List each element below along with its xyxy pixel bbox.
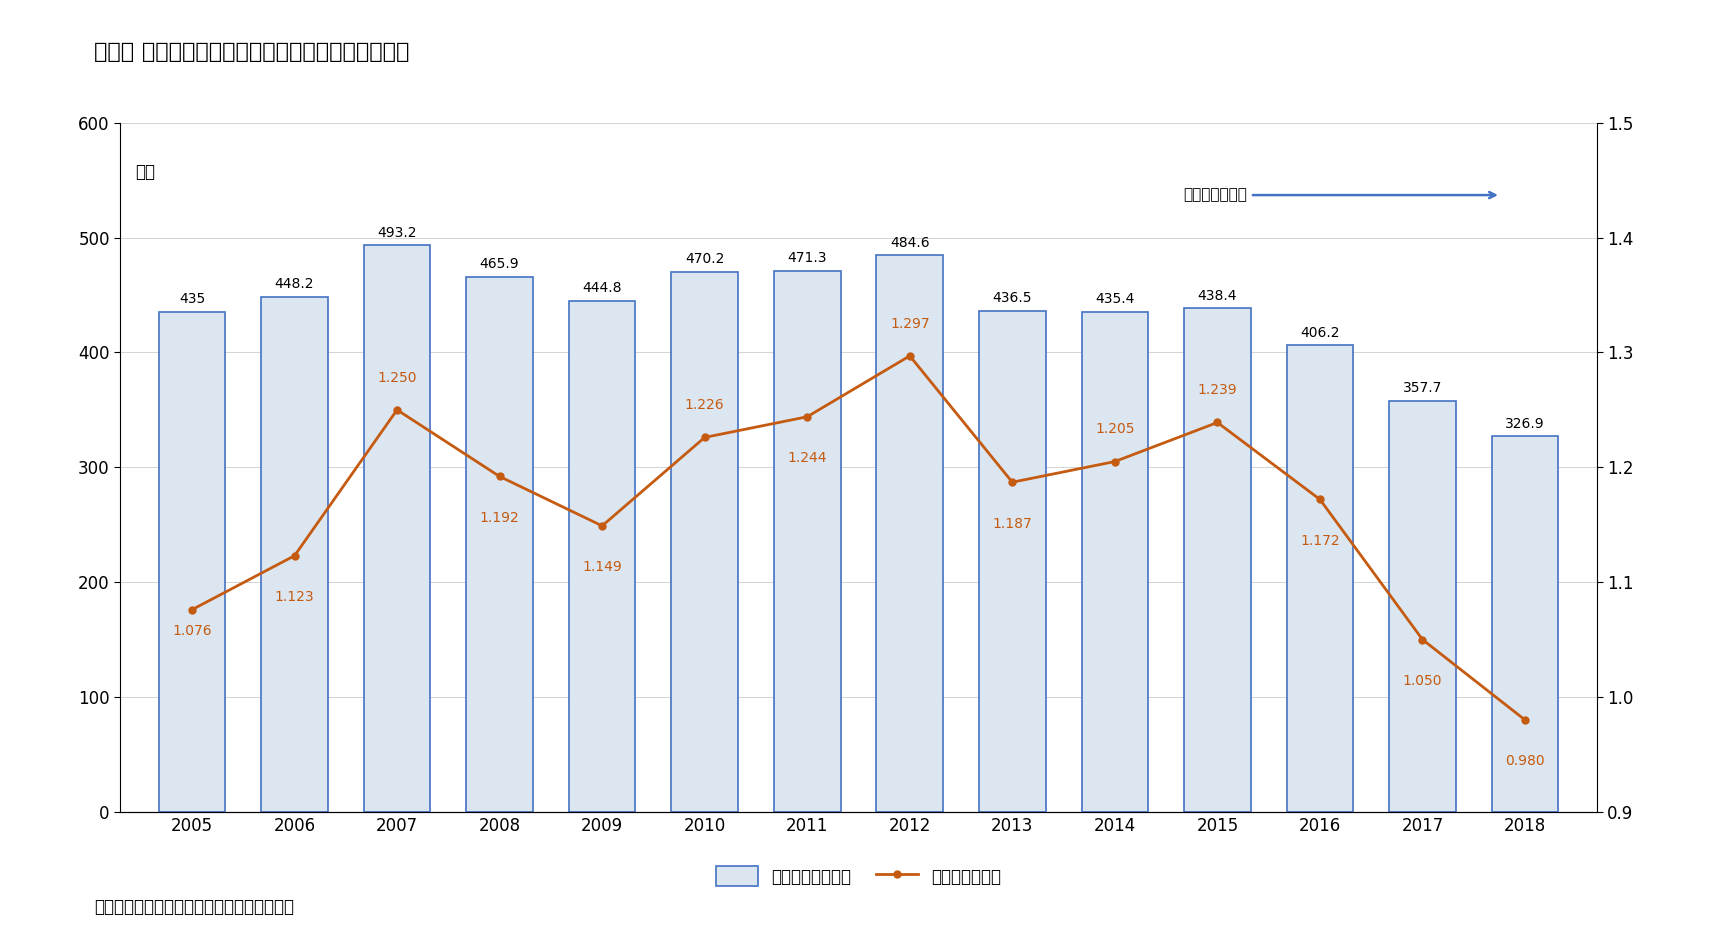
Text: 1.250: 1.250: [378, 371, 417, 384]
Bar: [1185, 309, 1250, 812]
Text: 1.149: 1.149: [582, 561, 622, 574]
Bar: [158, 312, 225, 812]
Text: 470.2: 470.2: [685, 252, 725, 266]
Text: 435.4: 435.4: [1095, 292, 1135, 306]
Text: 1.050: 1.050: [1403, 674, 1442, 688]
Text: 1.226: 1.226: [685, 398, 725, 413]
Legend: 出生児数（千人）, 合計特殊出生率: 出生児数（千人）, 合計特殊出生率: [709, 859, 1008, 893]
Text: 資料）韓国統計庁ホームページより筆者作成: 資料）韓国統計庁ホームページより筆者作成: [94, 898, 294, 916]
Bar: [979, 311, 1046, 812]
Text: 合計特殊出生率: 合計特殊出生率: [1183, 188, 1496, 203]
Text: 1.205: 1.205: [1095, 422, 1135, 436]
Bar: [1082, 312, 1149, 812]
Text: 1.244: 1.244: [788, 451, 828, 465]
Text: 1.297: 1.297: [889, 316, 929, 330]
Text: 1.239: 1.239: [1197, 383, 1238, 397]
Text: 0.980: 0.980: [1506, 754, 1545, 768]
Bar: [671, 272, 738, 812]
Text: 436.5: 436.5: [992, 291, 1032, 305]
Text: 438.4: 438.4: [1198, 289, 1238, 303]
Text: 図表１ 韓国における最新の出生児数と出生率の動向: 図表１ 韓国における最新の出生児数と出生率の動向: [94, 42, 410, 62]
Text: 326.9: 326.9: [1506, 416, 1545, 430]
Bar: [467, 277, 532, 812]
Text: 448.2: 448.2: [275, 278, 314, 292]
Text: 484.6: 484.6: [889, 235, 929, 249]
Text: 357.7: 357.7: [1403, 381, 1442, 396]
Bar: [261, 297, 328, 812]
Text: 444.8: 444.8: [582, 281, 622, 295]
Text: 1.123: 1.123: [275, 590, 314, 604]
Bar: [1286, 346, 1353, 812]
Text: 406.2: 406.2: [1300, 326, 1339, 340]
Text: 1.192: 1.192: [479, 511, 520, 525]
Bar: [876, 255, 943, 812]
Text: 435: 435: [179, 293, 204, 307]
Text: 1.172: 1.172: [1300, 534, 1339, 548]
Bar: [1492, 436, 1559, 812]
Text: 1.187: 1.187: [992, 516, 1032, 531]
Bar: [364, 245, 431, 812]
Text: 471.3: 471.3: [788, 251, 828, 265]
Bar: [1389, 401, 1456, 812]
Text: 1.076: 1.076: [172, 624, 211, 638]
Bar: [774, 271, 841, 812]
Text: 465.9: 465.9: [479, 257, 520, 271]
Text: 493.2: 493.2: [378, 226, 417, 240]
Text: 千人: 千人: [136, 163, 156, 181]
Bar: [568, 301, 635, 812]
